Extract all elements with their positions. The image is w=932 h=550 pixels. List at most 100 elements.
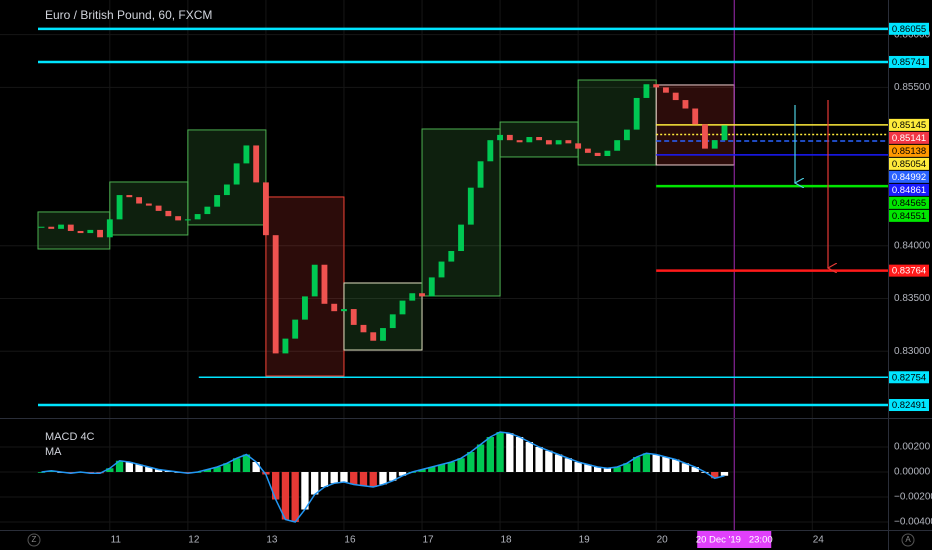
cursor-label: 20 Dec '19 23:00 xyxy=(696,535,773,546)
candle xyxy=(282,338,289,354)
candle xyxy=(145,203,152,206)
histogram-bar xyxy=(242,454,251,472)
candle xyxy=(243,145,250,164)
candle xyxy=(87,229,94,234)
candle xyxy=(467,187,474,225)
candle xyxy=(614,140,621,151)
histogram-bar xyxy=(720,472,729,476)
candle xyxy=(555,140,562,145)
histogram-bar xyxy=(330,472,338,484)
candle xyxy=(194,214,201,220)
price-tag xyxy=(889,264,929,277)
indicator-title: MACD 4C xyxy=(45,431,95,443)
histogram-bar xyxy=(379,472,387,485)
candle xyxy=(428,277,435,297)
histogram-bar xyxy=(506,433,514,472)
y-tick-label: 0.83500 xyxy=(894,293,931,304)
price-tag xyxy=(889,131,929,144)
candle xyxy=(604,150,611,157)
histogram-bar xyxy=(213,467,221,472)
x-tick-label: 12 xyxy=(188,535,200,546)
x-tick-label: 17 xyxy=(422,535,434,546)
candle xyxy=(136,197,143,204)
price-tag-label: 0.84551 xyxy=(892,211,926,222)
histogram-bar xyxy=(535,447,543,472)
price-tag xyxy=(889,170,929,183)
histogram-bar xyxy=(447,462,455,472)
price-tag xyxy=(889,144,929,157)
histogram-bar xyxy=(320,472,329,487)
candle xyxy=(204,206,211,215)
candle xyxy=(389,314,396,329)
corner-icon[interactable] xyxy=(901,533,915,547)
histogram-bar xyxy=(252,462,260,472)
price-tag-label: 0.82754 xyxy=(892,372,926,383)
price-tag-label: 0.85141 xyxy=(892,133,926,144)
histogram-bar xyxy=(476,444,485,472)
candle xyxy=(536,137,543,141)
price-tag-label: 0.84992 xyxy=(892,172,926,183)
price-tag xyxy=(889,399,929,412)
histogram-bar xyxy=(203,469,212,472)
histogram-bar xyxy=(350,472,358,485)
candle xyxy=(575,143,582,149)
day-range-box xyxy=(421,128,501,297)
histogram-bar xyxy=(115,460,124,472)
candle xyxy=(594,152,601,157)
candle xyxy=(253,145,260,183)
x-tick-label: 18 xyxy=(501,535,513,546)
histogram-bar xyxy=(603,468,612,472)
candle xyxy=(48,226,55,229)
candle xyxy=(438,261,445,278)
candle xyxy=(262,182,269,236)
y-tick-label: 0.83000 xyxy=(894,346,931,357)
candle xyxy=(331,303,338,312)
candle xyxy=(311,264,318,297)
candle xyxy=(672,92,679,101)
candle xyxy=(58,224,64,229)
x-tick-label: 13 xyxy=(266,535,278,546)
candle xyxy=(341,309,347,312)
candle xyxy=(272,235,279,354)
price-tag-label: 0.85138 xyxy=(892,146,926,157)
price-tag-label: 0.85145 xyxy=(892,120,926,131)
price-tag xyxy=(889,196,929,209)
x-tick-label: 20 xyxy=(657,535,669,546)
candle xyxy=(497,134,504,141)
histogram-bar xyxy=(662,457,670,472)
histogram-bar xyxy=(467,452,475,472)
top-layer: 111213161718192023240.860550.857410.8514… xyxy=(111,22,929,548)
histogram-bar xyxy=(613,467,621,472)
candle xyxy=(516,140,523,143)
y-tick-label: 0.85500 xyxy=(894,82,931,93)
y-tick-label: 0.00200 xyxy=(894,442,931,453)
price-tag-label: 0.86055 xyxy=(892,24,926,35)
x-tick-label: 16 xyxy=(344,535,356,546)
candle xyxy=(711,140,718,149)
candle xyxy=(526,137,533,143)
histogram-bar xyxy=(272,472,280,500)
histogram-bar xyxy=(106,468,114,472)
candle xyxy=(360,324,367,333)
corner-icon-label[interactable]: A xyxy=(905,535,911,544)
corner-icon[interactable] xyxy=(27,533,41,547)
candle xyxy=(702,124,708,149)
price-tag xyxy=(889,157,929,170)
candle xyxy=(321,264,328,304)
corner-icon-label[interactable]: Z xyxy=(32,535,37,544)
histogram-bar xyxy=(496,432,504,472)
histogram-bar xyxy=(525,442,534,472)
cursor-label-bg xyxy=(697,531,772,548)
candle xyxy=(584,148,591,153)
price-tag xyxy=(889,118,929,131)
candle xyxy=(399,300,406,315)
price-tag xyxy=(889,55,929,68)
histogram-bar xyxy=(428,467,436,472)
day-range-box xyxy=(109,181,189,236)
candle xyxy=(487,140,494,162)
candle xyxy=(38,226,45,228)
histogram-bar xyxy=(437,464,446,472)
candle xyxy=(380,328,386,341)
